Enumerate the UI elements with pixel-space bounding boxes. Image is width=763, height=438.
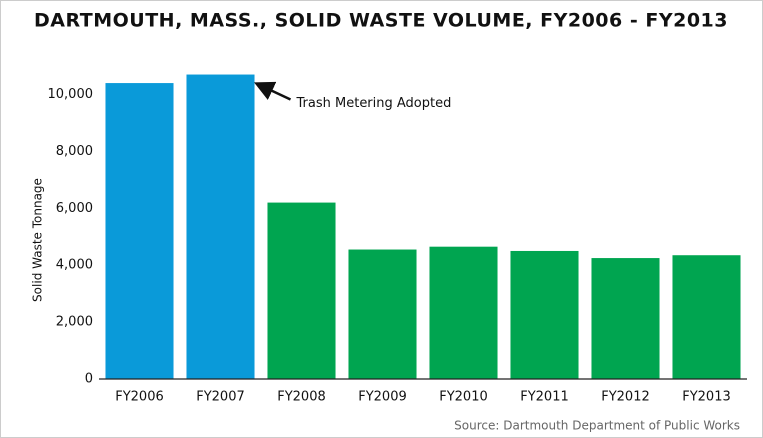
x-tick-label: FY2012 — [601, 390, 650, 405]
source: Source: Dartmouth Department of Public W… — [454, 419, 740, 433]
y-tick-label: 0 — [85, 372, 93, 387]
y-tick-label: 2,000 — [56, 315, 93, 330]
bar — [591, 258, 660, 379]
annotation-arrow — [253, 81, 292, 101]
y-tick-label: 8,000 — [56, 144, 93, 159]
y-tick-label: 6,000 — [56, 201, 93, 216]
x-tick-label: FY2006 — [115, 390, 164, 405]
bar — [105, 83, 174, 379]
bar — [267, 202, 336, 379]
x-tick-label: FY2013 — [682, 390, 731, 405]
x-tick-label: FY2009 — [358, 390, 407, 405]
x-tick-label: FY2007 — [196, 390, 245, 405]
bar — [186, 74, 255, 379]
y-tick-label: 4,000 — [56, 258, 93, 273]
x-tick-label: FY2008 — [277, 390, 326, 405]
chart-title: DARTMOUTH, MASS., SOLID WASTE VOLUME, FY… — [34, 10, 728, 32]
x-tick-label: FY2010 — [439, 390, 488, 405]
y-axis-label: Solid Waste Tonnage — [31, 178, 45, 302]
bar — [348, 249, 417, 379]
bar — [510, 250, 579, 379]
y-tick-label: 10,000 — [48, 87, 94, 102]
bar — [429, 246, 498, 379]
annotation: Trash Metering Adopted — [296, 96, 452, 111]
x-tick-label: FY2011 — [520, 390, 569, 405]
bar — [672, 255, 741, 379]
